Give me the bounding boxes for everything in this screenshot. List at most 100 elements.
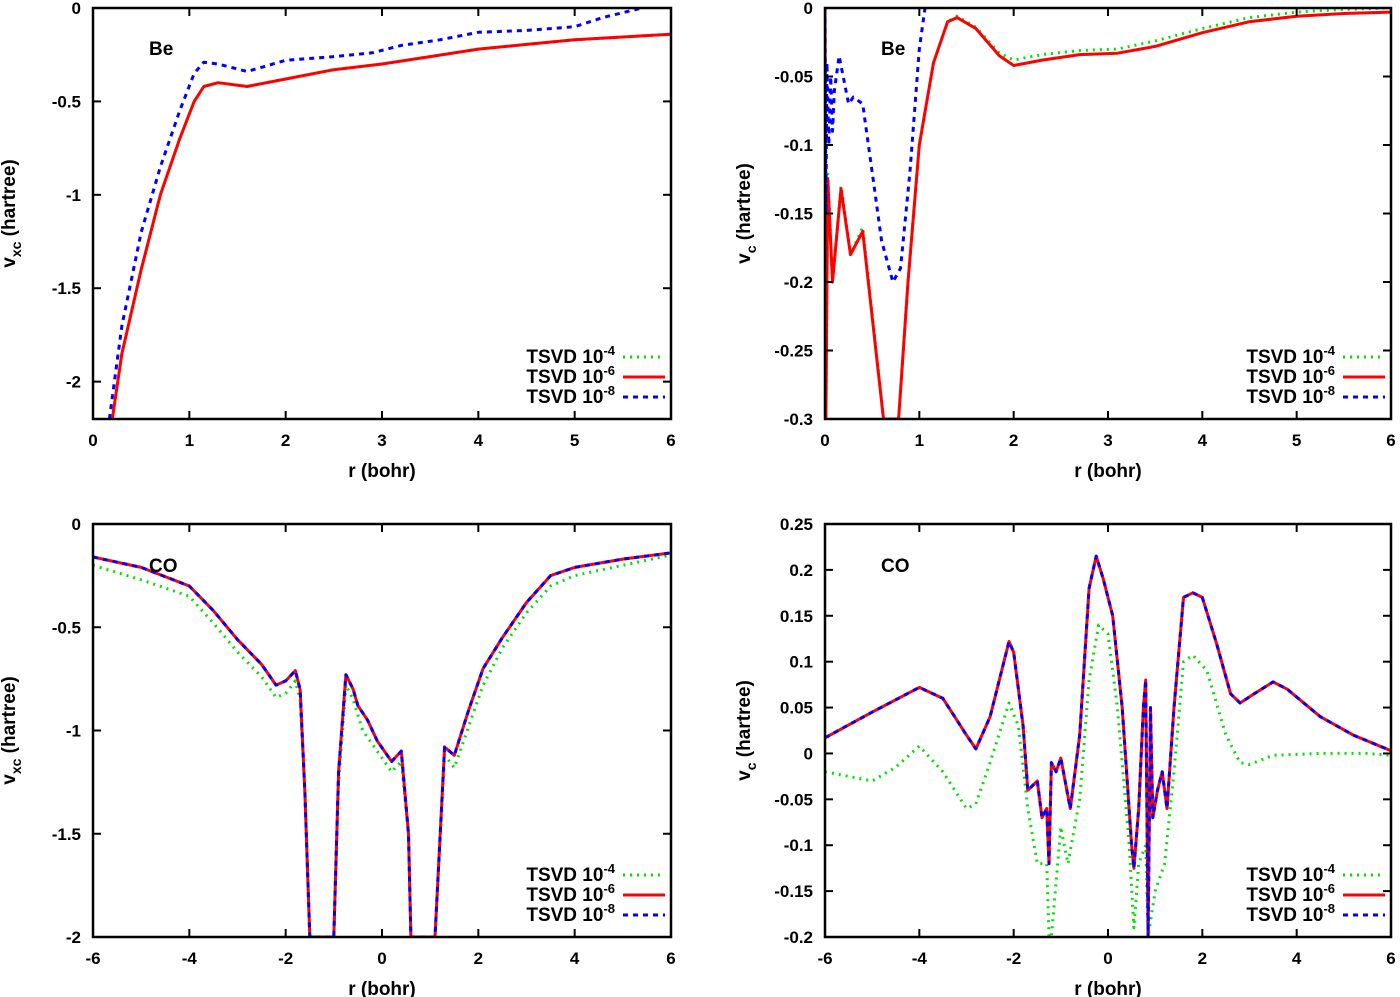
x-tick-label: -4 bbox=[182, 949, 198, 968]
molecule-annotation: Be bbox=[149, 39, 173, 60]
x-tick-label: 4 bbox=[1292, 949, 1302, 968]
y-tick-label: -0.1 bbox=[784, 136, 813, 155]
legend-label: TSVD 10-6 bbox=[526, 363, 615, 388]
x-tick-label: 2 bbox=[1198, 949, 1207, 968]
y-label-rest: (hartree) bbox=[0, 159, 20, 241]
x-axis-label: r (bohr) bbox=[1074, 979, 1142, 997]
y-tick-label: 0 bbox=[804, 0, 813, 18]
series-line-3 bbox=[93, 551, 671, 937]
y-tick-label: 0.05 bbox=[780, 699, 813, 718]
x-axis-label: r (bohr) bbox=[348, 461, 416, 482]
x-tick-label: 0 bbox=[820, 431, 829, 450]
y-label-rest: (hartree) bbox=[734, 163, 755, 245]
y-label-rest: (hartree) bbox=[0, 676, 20, 758]
y-tick-label: 0.15 bbox=[780, 607, 813, 626]
x-tick-label: 0 bbox=[1103, 949, 1112, 968]
y-tick-label: -1 bbox=[66, 186, 81, 205]
legend-label-exponent: -8 bbox=[603, 901, 615, 916]
x-tick-label: 6 bbox=[666, 949, 675, 968]
legend-label: TSVD 10-4 bbox=[526, 861, 615, 886]
legend-label-exponent: -8 bbox=[1323, 901, 1335, 916]
series-line-2 bbox=[110, 32, 671, 419]
y-tick-label: -0.15 bbox=[774, 882, 813, 901]
legend-label-exponent: -4 bbox=[1323, 861, 1335, 876]
x-tick-label: 5 bbox=[570, 431, 579, 450]
panel-1: 0 1 2 3 4 5 6 0 -0.5 -1 -1.5 -2 r (bohr) vxc (hartree… bbox=[0, 0, 676, 482]
legend-label: TSVD 10-6 bbox=[526, 881, 615, 906]
x-tick-label: 2 bbox=[474, 949, 483, 968]
legend-label: TSVD 10-8 bbox=[526, 383, 615, 408]
legend-label-base: TSVD 10 bbox=[526, 885, 603, 906]
x-tick-label: 0 bbox=[377, 949, 386, 968]
legend-label-exponent: -6 bbox=[603, 881, 615, 896]
x-tick-label: 6 bbox=[666, 431, 675, 450]
y-label-main: v bbox=[0, 257, 20, 268]
y-tick-label: -2 bbox=[66, 928, 81, 947]
molecule-annotation: CO bbox=[149, 556, 178, 577]
legend-label-exponent: -8 bbox=[1323, 383, 1335, 398]
x-tick-label: -2 bbox=[278, 949, 293, 968]
molecule-annotation: CO bbox=[881, 556, 910, 577]
x-tick-label: 6 bbox=[1386, 431, 1395, 450]
y-tick-label: -1.5 bbox=[52, 279, 81, 298]
legend-label: TSVD 10-8 bbox=[1246, 901, 1335, 926]
x-tick-label: 6 bbox=[1386, 949, 1395, 968]
y-tick-label: -2 bbox=[66, 373, 81, 392]
x-tick-label: -6 bbox=[85, 949, 100, 968]
legend-label: TSVD 10-6 bbox=[1246, 881, 1335, 906]
legend-label-base: TSVD 10 bbox=[1246, 885, 1323, 906]
x-tick-label: 2 bbox=[281, 431, 290, 450]
x-tick-label: 2 bbox=[1009, 431, 1018, 450]
y-tick-label: -1 bbox=[66, 722, 81, 741]
x-tick-label: 0 bbox=[88, 431, 97, 450]
legend-label-base: TSVD 10 bbox=[1246, 367, 1323, 388]
x-tick-label: 1 bbox=[915, 431, 924, 450]
x-tick-label: 4 bbox=[570, 949, 580, 968]
y-label-subscript: c bbox=[743, 762, 759, 770]
x-tick-label: 3 bbox=[1103, 431, 1112, 450]
legend-label-base: TSVD 10 bbox=[1246, 347, 1323, 368]
legend-label-base: TSVD 10 bbox=[526, 865, 603, 886]
x-tick-label: -2 bbox=[1006, 949, 1021, 968]
x-tick-label: 3 bbox=[377, 431, 386, 450]
legend-label-base: TSVD 10 bbox=[1246, 905, 1323, 926]
y-label-main: v bbox=[734, 770, 755, 781]
y-tick-label: -0.2 bbox=[784, 273, 813, 292]
y-tick-label: -0.05 bbox=[774, 790, 813, 809]
y-label-rest: (hartree) bbox=[734, 680, 755, 762]
legend-label-exponent: -6 bbox=[1323, 881, 1335, 896]
legend-label-base: TSVD 10 bbox=[1246, 865, 1323, 886]
y-tick-label: 0 bbox=[72, 0, 81, 18]
y-tick-label: 0 bbox=[72, 515, 81, 534]
x-tick-label: 5 bbox=[1292, 431, 1301, 450]
y-tick-label: -0.15 bbox=[774, 205, 813, 224]
series-line-2 bbox=[825, 554, 1391, 937]
legend-label-exponent: -4 bbox=[1323, 343, 1335, 358]
legend-label-base: TSVD 10 bbox=[526, 905, 603, 926]
series-line-1 bbox=[93, 553, 671, 937]
y-tick-label: 0 bbox=[804, 744, 813, 763]
y-tick-label: -0.3 bbox=[784, 410, 813, 429]
y-label-main: v bbox=[734, 253, 755, 264]
panel-2: 0 1 2 3 4 5 6 0 -0.05 -0.1 -0.15 -0.2 -0.25 -0.3 r (bo… bbox=[734, 0, 1396, 482]
legend-label-base: TSVD 10 bbox=[1246, 387, 1323, 408]
legend-label-exponent: -6 bbox=[1323, 363, 1335, 378]
legend-label: TSVD 10-8 bbox=[1246, 383, 1335, 408]
legend-label: TSVD 10-8 bbox=[526, 901, 615, 926]
y-axis-label: vxc (hartree) bbox=[0, 159, 24, 268]
y-tick-label: -0.05 bbox=[774, 68, 813, 87]
legend-label-base: TSVD 10 bbox=[526, 367, 603, 388]
legend-label: TSVD 10-4 bbox=[526, 343, 615, 368]
x-tick-label: 4 bbox=[474, 431, 484, 450]
legend-label-exponent: -4 bbox=[603, 343, 615, 358]
y-tick-label: 0.25 bbox=[780, 515, 813, 534]
legend-label: TSVD 10-4 bbox=[1246, 343, 1335, 368]
x-axis-label: r (bohr) bbox=[348, 979, 416, 997]
y-label-main: v bbox=[0, 774, 20, 785]
y-label-subscript: c bbox=[743, 245, 759, 253]
y-tick-label: 0.2 bbox=[789, 561, 813, 580]
y-tick-label: -0.1 bbox=[784, 836, 813, 855]
legend-label: TSVD 10-4 bbox=[1246, 861, 1335, 886]
y-tick-label: -0.2 bbox=[784, 928, 813, 947]
y-tick-label: -0.5 bbox=[52, 92, 81, 111]
